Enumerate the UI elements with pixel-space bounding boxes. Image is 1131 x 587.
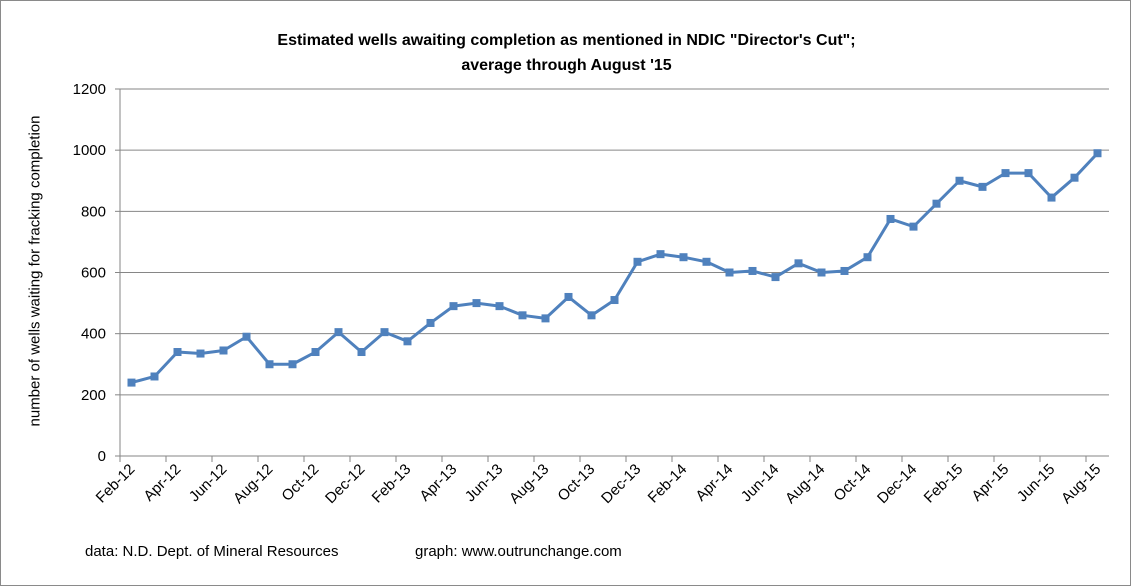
- data-point-marker: [633, 257, 642, 266]
- data-point-marker: [955, 176, 964, 185]
- series-line: [131, 152, 1099, 385]
- x-tick-label: Jun-14: [738, 461, 782, 505]
- y-tick-label: 800: [81, 203, 106, 220]
- data-point-marker: [564, 292, 573, 301]
- y-tick-label: 1000: [73, 142, 106, 159]
- x-tick-label: Aug-15: [1058, 461, 1104, 507]
- x-tick-label: Aug-14: [782, 461, 828, 507]
- data-point-marker: [932, 199, 941, 208]
- data-point-marker: [288, 360, 297, 369]
- data-point-marker: [472, 299, 481, 308]
- data-point-marker: [518, 311, 527, 320]
- data-point-marker: [886, 214, 895, 223]
- x-tick-label: Apr-14: [692, 461, 736, 505]
- data-point-marker: [771, 273, 780, 282]
- footer-graph: graph: www.outrunchange.com: [415, 543, 622, 560]
- y-tick-label: 400: [81, 326, 106, 343]
- x-tick-label: Dec-14: [874, 461, 920, 507]
- x-tick-label: Jun-15: [1014, 461, 1058, 505]
- data-point-marker: [311, 348, 320, 357]
- data-point-marker: [748, 266, 757, 275]
- data-point-marker: [1001, 169, 1010, 178]
- x-tick-label: Feb-12: [93, 461, 139, 507]
- data-point-marker: [449, 302, 458, 311]
- data-point-marker: [495, 302, 504, 311]
- data-point-marker: [173, 348, 182, 357]
- data-point-marker: [794, 259, 803, 268]
- data-point-marker: [978, 182, 987, 191]
- data-point-marker: [679, 253, 688, 262]
- x-tick-label: Feb-14: [645, 461, 691, 507]
- data-point-marker: [1024, 169, 1033, 178]
- data-point-marker: [196, 349, 205, 358]
- data-point-marker: [587, 311, 596, 320]
- data-point-marker: [656, 250, 665, 259]
- x-tick-label: Oct-14: [830, 461, 874, 505]
- data-point-marker: [403, 337, 412, 346]
- x-tick-label: Aug-13: [506, 461, 552, 507]
- x-tick-label: Aug-12: [230, 461, 276, 507]
- data-point-marker: [541, 314, 550, 323]
- chart-title-line-2: average through August '15: [461, 57, 672, 74]
- data-point-marker: [127, 378, 136, 387]
- data-point-marker: [334, 328, 343, 337]
- data-point-marker: [863, 253, 872, 262]
- data-point-marker: [1070, 173, 1079, 182]
- data-point-marker: [702, 257, 711, 266]
- data-point-marker: [725, 268, 734, 277]
- chart-title-line-1: Estimated wells awaiting completion as m…: [277, 32, 856, 49]
- x-tick-label: Apr-15: [968, 461, 1012, 505]
- x-tick-label: Apr-12: [140, 461, 184, 505]
- data-point-marker: [380, 328, 389, 337]
- x-tick-label: Apr-13: [416, 461, 460, 505]
- data-point-marker: [265, 360, 274, 369]
- x-tick-label: Feb-13: [369, 461, 415, 507]
- x-tick-label: Oct-12: [278, 461, 322, 505]
- x-tick-label: Dec-12: [322, 461, 368, 507]
- data-point-marker: [219, 346, 228, 355]
- footer-source: data: N.D. Dept. of Mineral Resources: [85, 543, 339, 560]
- x-tick-label: Dec-13: [598, 461, 644, 507]
- data-point-marker: [817, 268, 826, 277]
- y-tick-label: 0: [98, 448, 106, 465]
- data-point-marker: [426, 318, 435, 327]
- data-point-marker: [1047, 193, 1056, 202]
- data-point-marker: [610, 296, 619, 305]
- x-tick-label: Jun-12: [186, 461, 230, 505]
- data-point-marker: [242, 332, 251, 341]
- x-tick-label: Oct-13: [554, 461, 598, 505]
- y-tick-label: 200: [81, 387, 106, 404]
- x-tick-label: Feb-15: [921, 461, 967, 507]
- data-point-marker: [909, 222, 918, 231]
- x-tick-label: Jun-13: [462, 461, 506, 505]
- data-point-marker: [150, 372, 159, 381]
- y-tick-label: 600: [81, 265, 106, 282]
- data-point-marker: [357, 348, 366, 357]
- data-point-marker: [840, 266, 849, 275]
- y-tick-label: 1200: [73, 81, 106, 98]
- data-point-marker: [1093, 149, 1102, 158]
